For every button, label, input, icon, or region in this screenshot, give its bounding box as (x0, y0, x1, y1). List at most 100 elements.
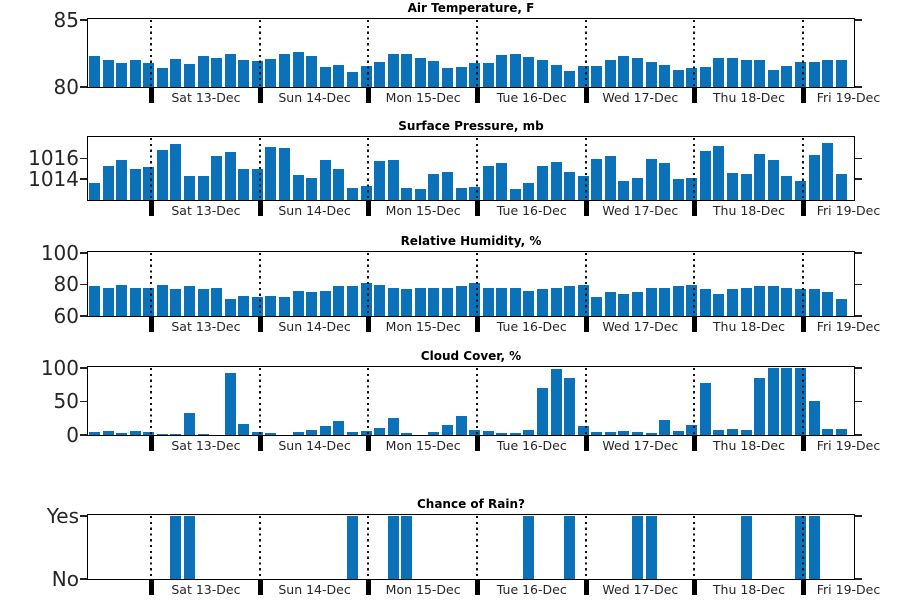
bar (659, 420, 671, 435)
bar (265, 433, 277, 435)
bar (170, 289, 182, 316)
bar (604, 155, 616, 200)
bar (591, 158, 603, 200)
bar (781, 287, 793, 316)
y-tick-mark-right (855, 86, 862, 88)
day-tick-mark (366, 316, 372, 332)
bar (740, 287, 752, 316)
day-gridline (150, 253, 153, 315)
day-tick-label: Sat 13-Dec (171, 582, 241, 597)
bar (251, 431, 263, 435)
bar (333, 64, 345, 87)
day-tick-label: Mon 15-Dec (385, 319, 461, 334)
day-gridline (801, 368, 804, 434)
bar (509, 287, 521, 316)
bar (509, 188, 521, 200)
bar (699, 383, 711, 435)
day-tick-mark (692, 87, 698, 103)
y-tick-mark (80, 434, 87, 436)
bar (835, 298, 847, 316)
bar (401, 53, 413, 87)
bar (116, 62, 128, 87)
bar (292, 52, 304, 87)
bar (645, 433, 657, 435)
day-gridline (584, 368, 587, 434)
day-tick-label: Wed 17-Dec (602, 319, 679, 334)
bar (537, 289, 548, 316)
bar (224, 54, 236, 87)
day-tick-label: Fri 19-Dec (816, 90, 881, 105)
day-tick-mark (257, 435, 263, 451)
plot-area (87, 514, 855, 580)
y-tick-label: 60 (53, 303, 79, 328)
day-tick-label: Sat 13-Dec (171, 319, 241, 334)
day-tick-label: Thu 18-Dec (712, 438, 785, 453)
day-tick-mark (257, 87, 263, 103)
bar (767, 159, 779, 200)
day-tick-mark (366, 200, 372, 216)
day-tick-mark (583, 200, 589, 216)
bar (509, 433, 521, 435)
bar (713, 429, 725, 435)
bar (401, 433, 413, 435)
bar (346, 516, 358, 579)
day-tick-label: Wed 17-Dec (602, 203, 679, 218)
bar (319, 426, 331, 435)
day-gridline (367, 138, 370, 199)
bar (672, 179, 684, 200)
bar (116, 159, 128, 200)
bar (428, 431, 440, 435)
bar (224, 372, 236, 435)
bar (686, 284, 698, 316)
bar (346, 431, 358, 435)
bar (672, 70, 684, 87)
bar (781, 176, 793, 200)
bar (659, 64, 671, 87)
bar (333, 286, 345, 316)
day-tick-label: Mon 15-Dec (385, 438, 461, 453)
bar (740, 430, 752, 435)
bar (754, 286, 766, 316)
bar (564, 516, 576, 579)
bar (645, 158, 657, 200)
bar (170, 58, 182, 87)
bar (441, 67, 453, 87)
bar (346, 286, 358, 316)
bar (550, 369, 562, 435)
bar (129, 169, 141, 200)
bar (482, 62, 494, 87)
bar (265, 295, 277, 316)
day-gridline (693, 20, 696, 86)
bar (794, 368, 806, 435)
y-tick-label: 100 (40, 240, 79, 265)
bar (740, 174, 752, 200)
bar (767, 286, 779, 316)
bar (713, 293, 725, 316)
y-tick-mark (80, 578, 87, 580)
bar (577, 176, 589, 200)
bar (170, 144, 182, 200)
day-tick-label: Wed 17-Dec (602, 438, 679, 453)
bar (143, 62, 155, 87)
day-tick-mark (257, 200, 263, 216)
bar (279, 297, 291, 316)
bar (469, 186, 481, 200)
y-tick-label: 100 (40, 355, 79, 380)
bar (686, 178, 698, 200)
bar (604, 432, 616, 435)
bar (89, 55, 100, 87)
day-gridline (584, 516, 587, 578)
day-tick-mark (366, 579, 372, 595)
bar (727, 289, 739, 316)
day-tick-label: Fri 19-Dec (816, 438, 881, 453)
bar (346, 72, 358, 87)
day-gridline (475, 138, 478, 199)
day-tick-mark (800, 200, 806, 216)
y-tick-label: 50 (53, 389, 79, 413)
bar (129, 430, 141, 435)
y-tick-label: 1016 (28, 146, 79, 171)
bar (238, 423, 250, 435)
bar (496, 162, 508, 200)
bar (496, 287, 508, 316)
bar (292, 175, 304, 200)
